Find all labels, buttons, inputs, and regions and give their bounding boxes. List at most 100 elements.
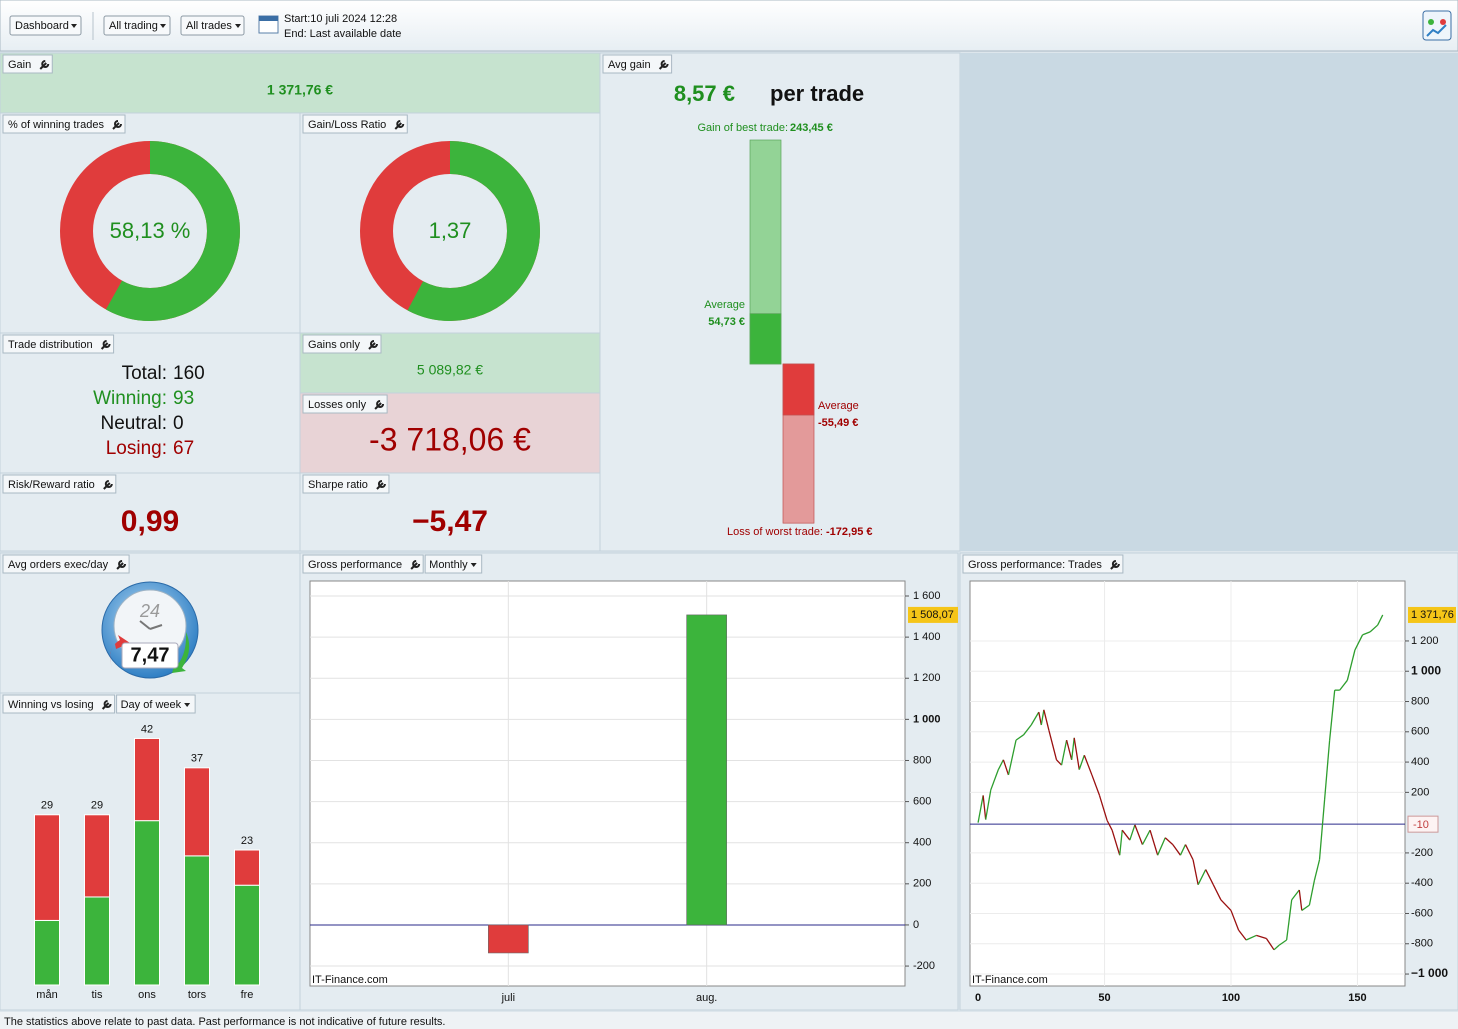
line-segment bbox=[1184, 844, 1194, 861]
wrench-icon[interactable] bbox=[103, 480, 113, 490]
wrench-icon[interactable] bbox=[116, 560, 127, 570]
line-segment bbox=[1205, 869, 1214, 886]
stacked-bar bbox=[184, 855, 210, 986]
panel-title: Losses only bbox=[308, 399, 367, 411]
line-segment bbox=[1323, 740, 1331, 800]
wrench-icon[interactable] bbox=[368, 340, 378, 350]
value-label: 1 508,07 bbox=[911, 609, 954, 621]
clock-hands bbox=[139, 620, 163, 630]
dropdown-arrow bbox=[235, 24, 241, 28]
wrench-icon[interactable] bbox=[101, 700, 112, 710]
selector[interactable] bbox=[424, 554, 483, 574]
line-segment bbox=[1369, 624, 1379, 633]
gain-value: 1 371,76 € bbox=[267, 82, 333, 98]
avg-gain-value: 54,73 € bbox=[708, 316, 745, 328]
dashboard-button[interactable] bbox=[9, 15, 82, 36]
line-segment bbox=[1318, 799, 1326, 860]
line-segment bbox=[1157, 837, 1166, 856]
avg-gain-label: Average bbox=[704, 299, 745, 311]
sharpe-value: −5,47 bbox=[412, 505, 488, 538]
line-segment bbox=[1038, 711, 1042, 726]
stacked-bar bbox=[84, 814, 110, 898]
stacked-bar bbox=[234, 884, 260, 986]
y-tick-label: −1 000 bbox=[1411, 966, 1448, 980]
line-segment bbox=[977, 795, 984, 823]
bar-total-label: 37 bbox=[191, 753, 203, 765]
y-tick-label: 800 bbox=[1411, 695, 1429, 707]
y-tick-label: 1 000 bbox=[1411, 663, 1441, 677]
trading-button[interactable] bbox=[103, 15, 171, 36]
line-segment bbox=[1220, 899, 1232, 911]
watermark: IT-Finance.com bbox=[312, 974, 388, 986]
line-segment bbox=[1119, 830, 1123, 856]
line-segment bbox=[1007, 739, 1017, 776]
line-segment bbox=[1212, 884, 1222, 901]
distribution-panel bbox=[0, 332, 301, 474]
x-tick-label: mån bbox=[36, 989, 57, 1001]
empty-panel bbox=[960, 53, 1458, 551]
panel-title: Gross performance: Trades bbox=[968, 559, 1102, 571]
wrench-icon[interactable] bbox=[39, 60, 50, 70]
footer-text: The statistics above relate to past data… bbox=[4, 1016, 445, 1028]
wrench-icon[interactable] bbox=[100, 340, 111, 350]
worst-label: Loss of worst trade: bbox=[727, 526, 823, 538]
panel-title-box bbox=[2, 114, 126, 134]
line-segment bbox=[1083, 755, 1093, 776]
panel-title: Risk/Reward ratio bbox=[8, 479, 95, 491]
panel-title: Gross performance bbox=[308, 559, 402, 571]
trades-button[interactable] bbox=[180, 15, 245, 36]
panel-title: Sharpe ratio bbox=[308, 479, 368, 491]
stacked-bar bbox=[84, 896, 110, 986]
panel-title: Winning vs losing bbox=[8, 699, 94, 711]
stacked-bar bbox=[134, 737, 160, 822]
bar-total-label: 42 bbox=[141, 723, 153, 735]
wrench-icon[interactable] bbox=[112, 120, 122, 130]
y-tick-label: 400 bbox=[913, 837, 931, 849]
distribution-value: 67 bbox=[173, 438, 194, 459]
panel-title-box bbox=[962, 554, 1124, 574]
wrench-icon[interactable] bbox=[1110, 560, 1120, 570]
x-tick-label: ons bbox=[138, 989, 156, 1001]
line-segment bbox=[1129, 824, 1136, 841]
line-segment bbox=[1040, 709, 1045, 726]
wrench-icon[interactable] bbox=[374, 400, 385, 410]
wrench-icon[interactable] bbox=[376, 480, 386, 490]
baseline-badge bbox=[1407, 815, 1439, 833]
baseline-label: -10 bbox=[1413, 819, 1429, 831]
y-tick-label: -400 bbox=[1411, 877, 1433, 889]
wrench-icon[interactable] bbox=[658, 60, 669, 70]
y-tick-label: 600 bbox=[1411, 726, 1429, 738]
avg-gain-bar bbox=[749, 313, 782, 365]
selector[interactable] bbox=[116, 694, 196, 714]
x-tick-label: aug. bbox=[696, 992, 717, 1004]
distribution-label: Losing: bbox=[106, 438, 167, 459]
line-segment bbox=[1328, 690, 1336, 741]
donut-gain bbox=[60, 141, 240, 321]
line-segment bbox=[982, 795, 987, 820]
y-tick-label: 1 200 bbox=[913, 672, 941, 684]
line-segment bbox=[1192, 859, 1199, 885]
line-segment bbox=[1278, 939, 1288, 946]
distribution-label: Winning: bbox=[93, 388, 167, 409]
y-tick-label: 0 bbox=[913, 919, 919, 931]
line-segment bbox=[1043, 709, 1050, 731]
calendar-icon-top bbox=[259, 16, 278, 21]
watermark: IT-Finance.com bbox=[972, 974, 1048, 986]
distribution-label: Total: bbox=[122, 363, 167, 384]
panel-title: Gains only bbox=[308, 339, 360, 351]
line-segment bbox=[990, 769, 999, 791]
line-segment bbox=[1056, 759, 1063, 766]
wrench-icon[interactable] bbox=[410, 560, 421, 570]
line-segment bbox=[1238, 929, 1247, 941]
stacked-bar bbox=[34, 814, 60, 921]
x-tick-label: 100 bbox=[1222, 992, 1240, 1004]
line-segment bbox=[1164, 837, 1174, 846]
start-date: Start:10 juli 2024 12:28 bbox=[284, 13, 397, 25]
line-segment bbox=[1308, 880, 1316, 906]
footer bbox=[0, 1012, 1458, 1029]
line-segment bbox=[1346, 649, 1356, 681]
wrench-icon[interactable] bbox=[394, 120, 405, 130]
y-tick-label: 1 000 bbox=[913, 713, 941, 725]
panel-title: Avg orders exec/day bbox=[8, 559, 109, 571]
line-segment bbox=[1245, 934, 1257, 941]
